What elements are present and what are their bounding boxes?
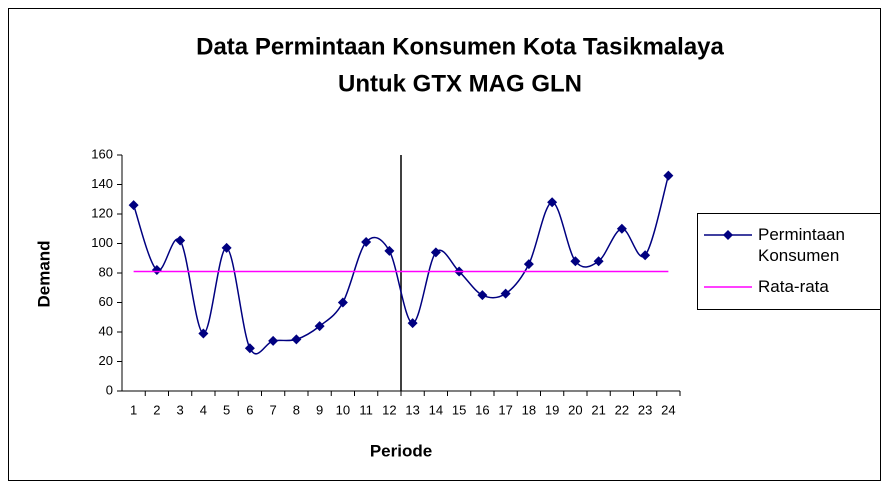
- data-point: [198, 328, 209, 339]
- data-point: [523, 259, 534, 270]
- x-tick-label: 13: [405, 402, 419, 417]
- data-point: [221, 242, 232, 253]
- data-point: [640, 250, 651, 261]
- data-point: [175, 235, 186, 246]
- x-tick-label: 19: [545, 402, 559, 417]
- x-tick-label: 22: [615, 402, 629, 417]
- x-tick-label: 1: [130, 402, 137, 417]
- x-tick-label: 23: [638, 402, 652, 417]
- x-tick-label: 5: [223, 402, 230, 417]
- x-tick-label: 4: [200, 402, 207, 417]
- data-point: [128, 200, 139, 211]
- x-tick-label: 18: [522, 402, 536, 417]
- x-tick-label: 9: [316, 402, 323, 417]
- x-tick-label: 16: [475, 402, 489, 417]
- y-tick-label: 60: [99, 294, 113, 309]
- x-axis-label: Periode: [370, 441, 432, 460]
- x-tick-label: 24: [661, 402, 675, 417]
- data-point: [314, 321, 325, 332]
- data-point: [244, 343, 255, 354]
- legend-marker: [723, 230, 733, 240]
- x-tick-label: 14: [429, 402, 443, 417]
- y-tick-label: 160: [91, 146, 113, 161]
- x-tick-label: 17: [498, 402, 512, 417]
- data-point: [407, 318, 418, 329]
- data-point: [477, 290, 488, 301]
- legend: Permintaan Konsumen Rata-rata: [697, 213, 881, 310]
- legend-swatch: [704, 286, 752, 288]
- data-point: [361, 237, 372, 248]
- x-tick-label: 20: [568, 402, 582, 417]
- data-point: [268, 335, 279, 346]
- x-tick-label: 11: [359, 402, 373, 417]
- data-point: [430, 247, 441, 258]
- x-tick-label: 7: [270, 402, 277, 417]
- data-point: [570, 256, 581, 267]
- x-tick-label: 10: [336, 402, 350, 417]
- x-tick-label: 6: [246, 402, 253, 417]
- y-tick-label: 0: [106, 382, 113, 397]
- data-point: [593, 256, 604, 267]
- y-axis-label: Demand: [34, 240, 53, 307]
- x-tick-label: 8: [293, 402, 300, 417]
- x-tick-label: 12: [382, 402, 396, 417]
- data-point: [500, 288, 511, 299]
- y-tick-label: 40: [99, 323, 113, 338]
- y-tick-label: 20: [99, 353, 113, 368]
- data-point: [663, 170, 674, 181]
- x-tick-label: 21: [591, 402, 605, 417]
- x-tick-label: 2: [153, 402, 160, 417]
- data-point: [337, 297, 348, 308]
- y-tick-label: 140: [91, 176, 113, 191]
- y-tick-label: 100: [91, 235, 113, 250]
- legend-label: Permintaan Konsumen: [758, 225, 845, 265]
- data-point: [384, 245, 395, 256]
- y-tick-label: 80: [99, 264, 113, 279]
- x-tick-label: 3: [177, 402, 184, 417]
- data-point: [547, 197, 558, 208]
- data-point: [291, 334, 302, 345]
- chart-title: Untuk GTX MAG GLN: [338, 70, 582, 97]
- y-tick-label: 120: [91, 205, 113, 220]
- legend-label: Rata-rata: [758, 277, 829, 296]
- legend-swatch: [704, 230, 752, 240]
- data-point: [616, 223, 627, 234]
- data-point: [151, 265, 162, 276]
- x-tick-label: 15: [452, 402, 466, 417]
- chart-title: Data Permintaan Konsumen Kota Tasikmalay…: [196, 33, 724, 60]
